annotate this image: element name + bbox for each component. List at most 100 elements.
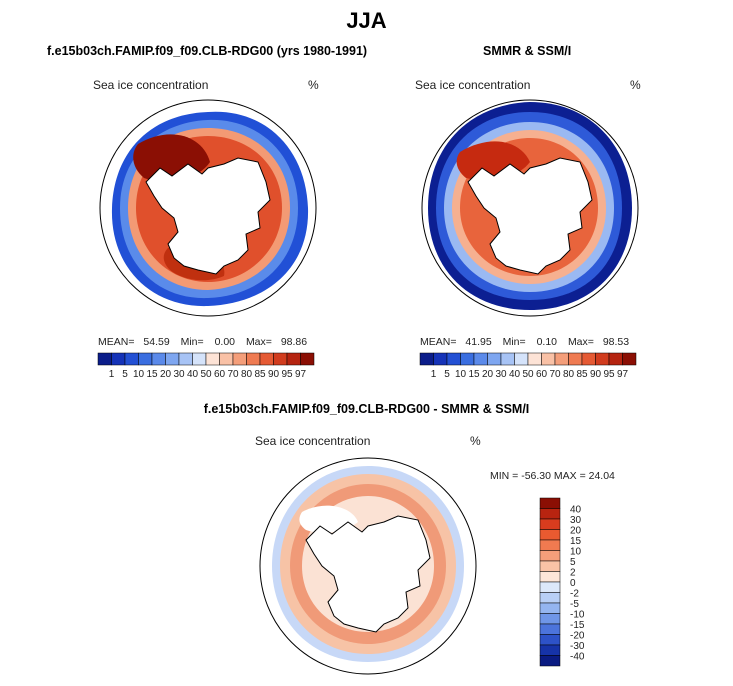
colorbar-swatch bbox=[622, 352, 637, 366]
colorbar-label: 30 bbox=[173, 369, 185, 380]
panel-2-units: % bbox=[630, 78, 641, 92]
colorbar-swatch bbox=[259, 352, 274, 366]
colorbar-label: 5 bbox=[570, 557, 576, 568]
panel-1-max-label: Max= bbox=[245, 336, 272, 348]
colorbar-swatch bbox=[581, 352, 596, 366]
colorbar-swatch bbox=[539, 518, 561, 530]
colorbar-label: 85 bbox=[576, 369, 588, 380]
panel-2-max-label: Max= bbox=[567, 336, 594, 348]
colorbar-label: -40 bbox=[570, 652, 585, 663]
colorbar-label: 1 bbox=[109, 369, 115, 380]
colorbar-swatch bbox=[539, 529, 561, 541]
colorbar-label: 97 bbox=[295, 369, 307, 380]
colorbar-label: 15 bbox=[468, 369, 480, 380]
panel-1-title: f.e15b03ch.FAMIP.f09_f09.CLB-RDG00 (yrs … bbox=[47, 44, 368, 58]
colorbar-label: 80 bbox=[563, 369, 575, 380]
colorbar-swatch bbox=[419, 352, 434, 366]
colorbar-swatch bbox=[111, 352, 126, 366]
colorbar-swatch bbox=[205, 352, 220, 366]
colorbar-label: 2 bbox=[570, 568, 576, 579]
colorbar-label: 30 bbox=[495, 369, 507, 380]
colorbar-swatch bbox=[500, 352, 515, 366]
colorbar-swatch bbox=[178, 352, 193, 366]
page-title: JJA bbox=[346, 8, 387, 33]
panel-3-title: f.e15b03ch.FAMIP.f09_f09.CLB-RDG00 - SMM… bbox=[203, 402, 530, 416]
colorbar-swatch bbox=[433, 352, 448, 366]
colorbar-swatch bbox=[539, 592, 561, 604]
colorbar-swatch bbox=[446, 352, 461, 366]
colorbar-swatch bbox=[539, 497, 561, 509]
colorbar-swatch bbox=[286, 352, 301, 366]
colorbar-swatch bbox=[595, 352, 610, 366]
colorbar-swatch bbox=[539, 550, 561, 562]
colorbar-swatch bbox=[219, 352, 234, 366]
colorbar-label: 20 bbox=[570, 526, 582, 537]
colorbar-swatch bbox=[487, 352, 502, 366]
colorbar-swatch bbox=[192, 352, 207, 366]
colorbar-swatch bbox=[539, 602, 561, 614]
colorbar-label: 80 bbox=[241, 369, 253, 380]
panel-2-variable: Sea ice concentration bbox=[415, 78, 531, 92]
colorbar-label: 10 bbox=[133, 369, 145, 380]
colorbar-swatch bbox=[539, 644, 561, 656]
colorbar-swatch bbox=[554, 352, 569, 366]
antarctica-coast bbox=[467, 157, 593, 275]
colorbar-label: -30 bbox=[570, 641, 585, 652]
colorbar-label: 60 bbox=[214, 369, 226, 380]
panel-1-min: 0.00 bbox=[214, 336, 236, 348]
colorbar-swatch bbox=[138, 352, 153, 366]
panel-2-polar-map bbox=[421, 99, 639, 317]
colorbar-swatch bbox=[539, 508, 561, 520]
colorbar-label: -5 bbox=[570, 599, 579, 610]
colorbar-swatch bbox=[97, 352, 112, 366]
colorbar-swatch bbox=[539, 539, 561, 551]
colorbar-label: 20 bbox=[482, 369, 494, 380]
colorbar-swatch bbox=[300, 352, 315, 366]
colorbar-swatch bbox=[527, 352, 542, 366]
colorbar-swatch bbox=[539, 613, 561, 625]
colorbar-swatch bbox=[514, 352, 529, 366]
colorbar-label: -2 bbox=[570, 589, 579, 600]
colorbar-label: 70 bbox=[549, 369, 561, 380]
colorbar-label: 15 bbox=[570, 536, 582, 547]
colorbar-label: 40 bbox=[187, 369, 199, 380]
panel-1-min-label: Min= bbox=[180, 336, 204, 348]
colorbar-label: 5 bbox=[122, 369, 128, 380]
colorbar-label: 40 bbox=[570, 505, 582, 516]
panel-1-mean: 54.59 bbox=[143, 336, 170, 348]
colorbar-swatch bbox=[473, 352, 488, 366]
colorbar-label: 30 bbox=[570, 515, 582, 526]
colorbar-label: 50 bbox=[522, 369, 534, 380]
colorbar-swatch bbox=[539, 581, 561, 593]
colorbar-swatch bbox=[151, 352, 166, 366]
panel-3-polar-map bbox=[259, 457, 477, 675]
colorbar-label: 10 bbox=[455, 369, 467, 380]
colorbar-label: 1 bbox=[431, 369, 437, 380]
colorbar-label: 5 bbox=[444, 369, 450, 380]
colorbar-label: 95 bbox=[603, 369, 615, 380]
colorbar-label: 90 bbox=[590, 369, 602, 380]
colorbar-swatch bbox=[539, 571, 561, 583]
panel-3-units: % bbox=[470, 434, 481, 448]
panel-1-variable: Sea ice concentration bbox=[93, 78, 209, 92]
panel-1-colorbar: 1 5 10 15 20 30 40 50 60 70 80 85 90 95 97 bbox=[97, 352, 315, 380]
panel-2-max: 98.53 bbox=[602, 336, 630, 348]
colorbar-swatch bbox=[608, 352, 623, 366]
colorbar-label: -15 bbox=[570, 620, 585, 631]
colorbar-label: 10 bbox=[570, 547, 582, 558]
panel-1-polar-map bbox=[99, 99, 317, 317]
colorbar-label: 50 bbox=[200, 369, 212, 380]
colorbar-swatch bbox=[539, 634, 561, 646]
panel-1-max: 98.86 bbox=[280, 336, 308, 348]
panel-2-min-label: Min= bbox=[502, 336, 526, 348]
colorbar-swatch bbox=[568, 352, 583, 366]
colorbar-label: 40 bbox=[509, 369, 521, 380]
colorbar-label: 20 bbox=[160, 369, 172, 380]
colorbar-swatch bbox=[232, 352, 247, 366]
colorbar-label: -20 bbox=[570, 631, 585, 642]
colorbar-label: 90 bbox=[268, 369, 280, 380]
panel-2-title: SMMR & SSM/I bbox=[483, 44, 572, 58]
colorbar-label: -10 bbox=[570, 610, 585, 621]
colorbar-label: 97 bbox=[617, 369, 629, 380]
